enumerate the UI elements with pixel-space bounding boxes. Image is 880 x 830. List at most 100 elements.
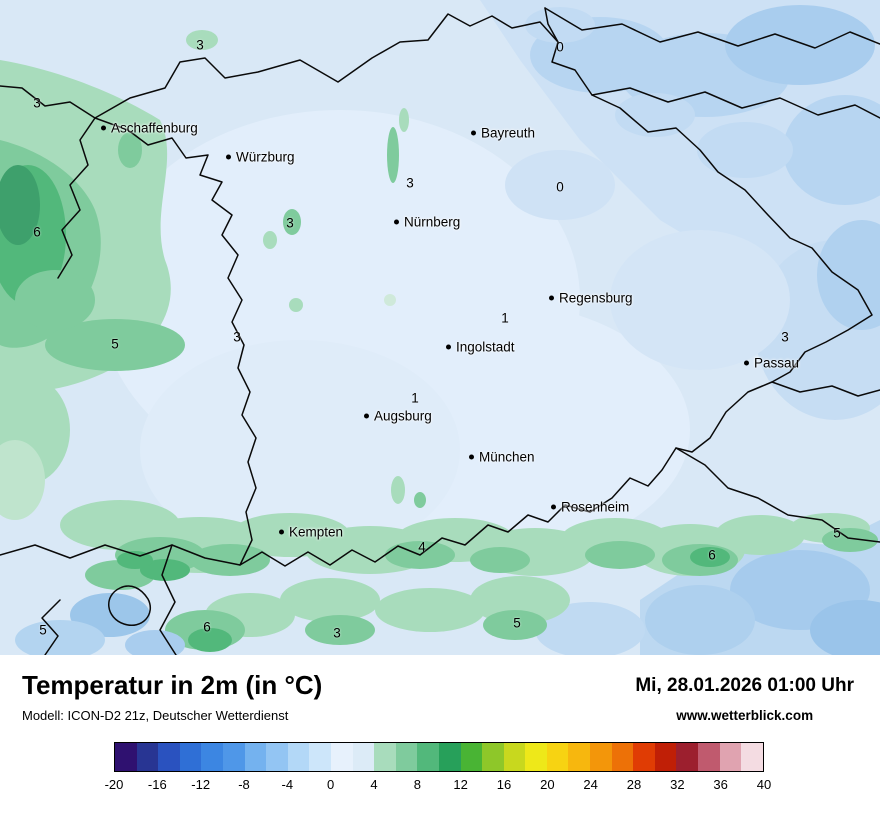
legend-color-segment: [222, 743, 245, 771]
valid-datetime: Mi, 28.01.2026 01:00 Uhr: [635, 675, 854, 696]
temperature-value: 3: [233, 329, 241, 345]
legend-tick-label: 4: [370, 777, 378, 792]
city-dot: [469, 454, 474, 460]
city-label: Kempten: [289, 524, 344, 540]
model-info: Modell: ICON-D2 21z, Deutscher Wetterdie…: [22, 708, 289, 723]
legend-color-segment: [676, 743, 699, 771]
temperature-value: 6: [203, 619, 211, 635]
legend-tick-label: -8: [238, 777, 250, 792]
legend-color-segment: [179, 743, 202, 771]
legend-color-segment: [482, 743, 504, 771]
legend-color-segment: [136, 743, 159, 771]
title-block: Temperatur in 2m (in °C) Modell: ICON-D2…: [22, 670, 322, 723]
legend-color-segment: [654, 743, 677, 771]
legend-tick-label: 24: [583, 777, 598, 792]
legend-color-segment: [395, 743, 418, 771]
info-row: Temperatur in 2m (in °C) Modell: ICON-D2…: [0, 670, 880, 723]
city-label: Augsburg: [374, 408, 432, 424]
website-url: www.wetterblick.com: [676, 708, 814, 723]
legend-tick-label: -20: [104, 777, 124, 792]
temperature-value: 1: [411, 390, 419, 406]
legend-color-segment: [244, 743, 267, 771]
legend-color-segment: [633, 743, 655, 771]
temperature-value: 3: [406, 175, 414, 191]
city-label: Bayreuth: [481, 125, 536, 141]
city-label: Regensburg: [559, 290, 633, 306]
legend-color-segment: [309, 743, 331, 771]
legend-tick-label: 8: [413, 777, 421, 792]
legend-color-segment: [266, 743, 288, 771]
legend-color-segment: [115, 743, 137, 771]
legend-bar: [114, 742, 764, 772]
city-marker: Rosenheim: [551, 500, 629, 515]
legend-color-segment: [546, 743, 569, 771]
legend-tick-label: 32: [670, 777, 685, 792]
temperature-value: 6: [708, 547, 716, 563]
legend-color-segment: [503, 743, 526, 771]
city-marker: Passau: [744, 356, 799, 371]
city-marker: München: [469, 450, 535, 465]
temperature-value: 5: [833, 525, 841, 541]
temperature-value: 5: [111, 336, 119, 352]
legend-color-segment: [741, 743, 763, 771]
city-dot: [279, 529, 284, 535]
legend-tick-label: 16: [496, 777, 512, 792]
city-marker: Würzburg: [226, 150, 295, 165]
city-dot: [471, 130, 476, 136]
temperature-value: 3: [781, 329, 789, 345]
legend-color-segment: [287, 743, 310, 771]
legend-color-segment: [374, 743, 396, 771]
legend-color-segment: [525, 743, 547, 771]
datetime-block: Mi, 28.01.2026 01:00 Uhr www.wetterblick…: [635, 670, 854, 723]
legend-color-segment: [330, 743, 353, 771]
legend-color-segment: [460, 743, 483, 771]
temperature-value: 5: [513, 615, 521, 631]
map-area: Aschaffenburg Würzburg Bayreuth Nürnberg Reg…: [0, 0, 880, 655]
legend-color-segment: [201, 743, 223, 771]
legend-color-segment: [417, 743, 439, 771]
city-dot: [744, 360, 749, 366]
city-label: München: [479, 449, 535, 465]
city-marker: Regensburg: [549, 291, 633, 306]
city-marker: Kempten: [279, 525, 343, 540]
city-label: Passau: [754, 355, 800, 371]
map-overlays: Aschaffenburg Würzburg Bayreuth Nürnberg Reg…: [33, 37, 841, 641]
legend-tick-label: 12: [453, 777, 468, 792]
legend-tick-label: 40: [756, 777, 772, 792]
legend-color-segment: [568, 743, 591, 771]
city-marker: Augsburg: [364, 409, 432, 424]
temperature-value: 1: [501, 310, 509, 326]
temperature-value: 6: [33, 224, 41, 240]
legend-color-segment: [590, 743, 612, 771]
city-dot: [101, 125, 106, 131]
legend-tick-label: 0: [327, 777, 335, 792]
legend-tick-label: 20: [540, 777, 555, 792]
city-dot: [394, 219, 399, 225]
city-dot: [551, 504, 556, 510]
temperature-value: 5: [39, 622, 47, 638]
temperature-legend: -20 -16 -12 -8 -4 0 4 8 12 16 20 24 28 32 36 40: [0, 742, 880, 795]
city-marker: Bayreuth: [471, 126, 535, 141]
legend-color-segment: [158, 743, 180, 771]
legend-color-segment: [698, 743, 720, 771]
legend-tick-label: -16: [147, 777, 167, 792]
temperature-value: 0: [556, 39, 564, 55]
temperature-value: 3: [196, 37, 204, 53]
city-marker: Aschaffenburg: [101, 121, 198, 136]
temperature-value: 3: [33, 95, 41, 111]
temperature-value: 0: [556, 179, 564, 195]
temperature-value: 3: [286, 215, 294, 231]
city-dot: [226, 154, 231, 160]
legend-ticks: -20 -16 -12 -8 -4 0 4 8 12 16 20 24 28 32 36 40: [105, 777, 772, 795]
temperature-value: 3: [333, 625, 341, 641]
city-dot: [364, 413, 369, 419]
city-label: Aschaffenburg: [111, 120, 198, 136]
legend-tick-label: -12: [191, 777, 211, 792]
legend-tick-label: 36: [713, 777, 728, 792]
city-label: Würzburg: [236, 149, 295, 165]
map-title: Temperatur in 2m (in °C): [22, 670, 323, 700]
temperature-value: 4: [418, 539, 426, 555]
legend-color-segment: [611, 743, 634, 771]
city-label: Ingolstadt: [456, 339, 515, 355]
city-dot: [549, 295, 554, 301]
